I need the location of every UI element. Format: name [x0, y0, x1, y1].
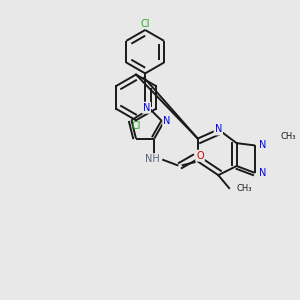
Text: N: N	[214, 124, 222, 134]
Text: O: O	[196, 151, 204, 161]
Text: N: N	[260, 168, 267, 178]
Text: Cl: Cl	[140, 19, 150, 29]
Text: CH₃: CH₃	[280, 132, 295, 141]
Text: Cl: Cl	[131, 121, 141, 131]
Text: N: N	[142, 103, 150, 113]
Text: N: N	[260, 140, 267, 150]
Text: NH: NH	[145, 154, 159, 164]
Text: CH₃: CH₃	[237, 184, 252, 194]
Text: N: N	[163, 116, 171, 126]
